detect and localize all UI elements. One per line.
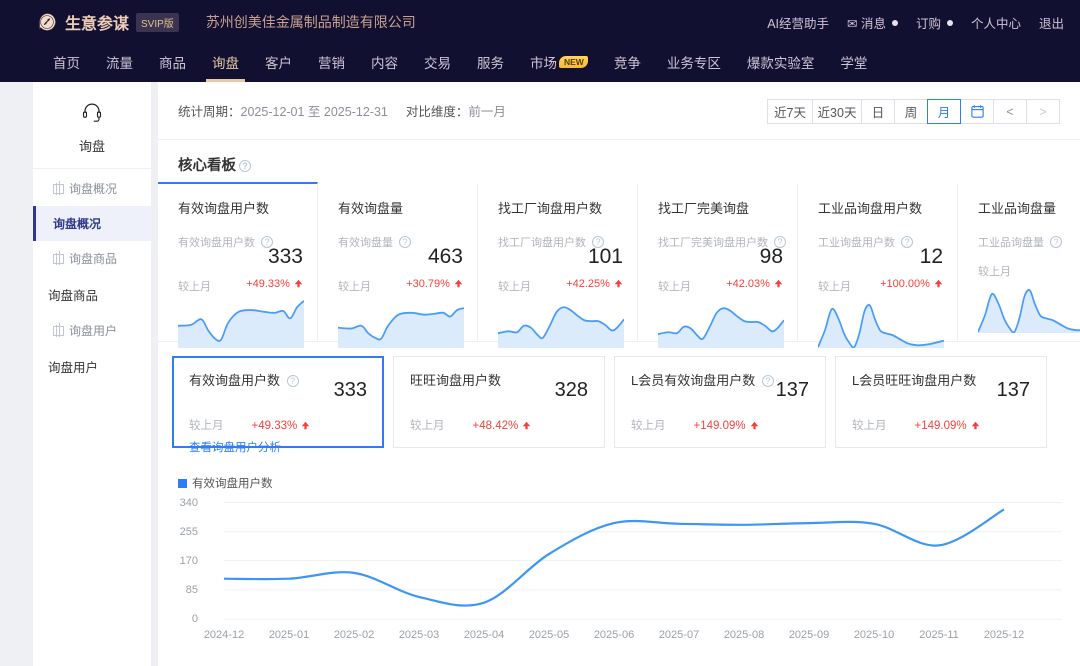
svg-text:2025-08: 2025-08 bbox=[724, 629, 764, 641]
svg-text:2025-05: 2025-05 bbox=[529, 629, 569, 641]
svg-text:2025-04: 2025-04 bbox=[464, 629, 504, 641]
svg-text:340: 340 bbox=[180, 497, 198, 509]
svg-text:2025-09: 2025-09 bbox=[789, 629, 829, 641]
svg-text:85: 85 bbox=[186, 584, 198, 596]
svg-text:2025-12: 2025-12 bbox=[984, 629, 1024, 641]
svg-text:2024-12: 2024-12 bbox=[204, 629, 244, 641]
svg-text:255: 255 bbox=[180, 526, 198, 538]
svg-text:2025-07: 2025-07 bbox=[659, 629, 699, 641]
svg-text:2025-11: 2025-11 bbox=[919, 629, 959, 641]
svg-text:2025-01: 2025-01 bbox=[269, 629, 309, 641]
svg-text:0: 0 bbox=[192, 613, 198, 625]
svg-text:170: 170 bbox=[180, 555, 198, 567]
svg-text:2025-02: 2025-02 bbox=[334, 629, 374, 641]
svg-text:2025-03: 2025-03 bbox=[399, 629, 439, 641]
svg-text:2025-10: 2025-10 bbox=[854, 629, 894, 641]
svg-text:2025-06: 2025-06 bbox=[594, 629, 634, 641]
